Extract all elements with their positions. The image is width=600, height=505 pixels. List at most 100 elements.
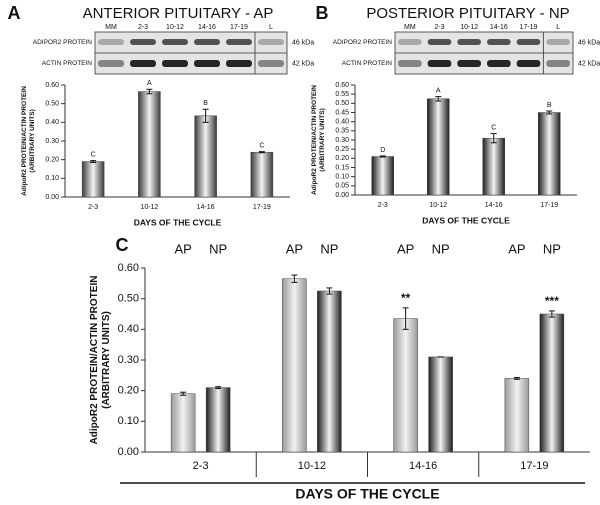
blot-row-label: ADIPOR2 PROTEIN (333, 39, 393, 46)
blot-size-label: 42 kDa (578, 60, 600, 67)
error-bar (180, 391, 187, 396)
x-tick-label: 14-16 (409, 460, 437, 472)
blot-band (457, 39, 481, 45)
panel-title: ANTERIOR PITUITARY - AP (83, 5, 274, 22)
bar (538, 112, 561, 196)
blot-band (194, 39, 220, 45)
blot-band (226, 60, 252, 67)
blot-band (398, 60, 422, 67)
blot-band (258, 60, 284, 67)
value-annotation: A (436, 87, 441, 94)
blot-lane-label: 10-12 (166, 24, 184, 31)
bar (317, 290, 342, 453)
y-axis-label-line: (ARBITRARY UNITS) (29, 109, 36, 173)
y-tick-label: 0.00 (45, 194, 59, 201)
legend-label: AP (174, 241, 191, 256)
blot-lane-label: 2-3 (434, 24, 444, 31)
y-tick-label: 0.30 (335, 137, 349, 144)
bar (393, 318, 418, 453)
legend-label: AP (286, 241, 303, 256)
value-annotation: ** (401, 291, 411, 305)
blot-size-label: 46 kDa (292, 39, 314, 46)
blot-band (457, 60, 481, 67)
y-axis-label: AdipoR2 PROTEIN/ACTIN PROTEIN(ARBITRARY … (89, 276, 112, 445)
panel-letter: B (316, 3, 329, 23)
blot-lane-label: 17-19 (230, 24, 248, 31)
x-tick-label: 10-12 (140, 204, 158, 211)
bar (428, 356, 453, 453)
error-bar (435, 96, 442, 102)
x-tick-label: 17-19 (540, 202, 558, 209)
blot-band (162, 60, 188, 67)
bar (138, 91, 161, 198)
x-tick-label: 17-19 (253, 204, 271, 211)
blot-row-label: ADIPOR2 PROTEIN (33, 39, 93, 46)
value-annotation: A (147, 80, 152, 87)
y-tick-label: 0.35 (335, 128, 349, 135)
bar (504, 378, 530, 453)
y-tick-label: 0.00 (335, 192, 349, 199)
bar (170, 393, 196, 453)
blot-band (516, 39, 541, 45)
legend-label: NP (543, 241, 561, 256)
error-bar (326, 287, 333, 295)
y-tick-label: 0.60 (118, 262, 139, 274)
value-annotation: C (91, 151, 96, 158)
blot-lane-label: MM (105, 24, 117, 31)
blot-band (487, 60, 511, 67)
bar (250, 151, 274, 198)
y-tick-label: 0.10 (45, 175, 59, 182)
y-axis-label-line: AdipoR2 PROTEIN/ACTIN PROTEIN (89, 276, 100, 445)
blot-size-label: 42 kDa (292, 60, 314, 67)
blot-band (194, 60, 220, 67)
value-annotation: *** (545, 294, 559, 308)
blot-band (226, 39, 252, 45)
blot-band (98, 39, 124, 45)
bar (194, 115, 217, 198)
blot-row-label: ACTIN PROTEIN (342, 60, 393, 67)
y-axis-label-line: AdipoR2 PROTEIN/ACTIN PROTEIN (21, 86, 28, 196)
y-axis-label-line: (ARBITRARY UNITS) (319, 108, 326, 172)
y-tick-label: 0.50 (335, 100, 349, 107)
value-annotation: B (203, 100, 208, 107)
legend-label: NP (432, 241, 450, 256)
y-tick-label: 0.05 (335, 183, 349, 190)
blot-band (130, 60, 156, 67)
blot-lane-label: L (269, 24, 273, 31)
panel-letter: A (8, 3, 21, 23)
blot-row-label: ACTIN PROTEIN (42, 60, 93, 67)
blot-lane-label: MM (404, 24, 416, 31)
blot-band (546, 39, 570, 45)
y-tick-label: 0.30 (118, 354, 139, 366)
y-tick-label: 0.60 (45, 82, 59, 89)
x-axis-label: DAYS OF THE CYCLE (295, 486, 439, 502)
y-tick-label: 0.20 (118, 385, 139, 397)
y-tick-label: 0.40 (45, 119, 59, 126)
bar (371, 156, 394, 196)
y-tick-label: 0.40 (118, 323, 139, 335)
value-annotation: D (380, 147, 385, 154)
blot-lane-label: 14-16 (490, 24, 508, 31)
error-bar (291, 274, 298, 283)
legend-label: NP (209, 241, 227, 256)
x-axis-label: DAYS OF THE CYCLE (134, 217, 222, 227)
y-axis-label-line: (ARBITRARY UNITS) (101, 311, 112, 409)
bar (539, 313, 565, 453)
blot-lane-label: 17-19 (520, 24, 538, 31)
error-bar (215, 386, 222, 390)
blot-lane-label: 10-12 (460, 24, 478, 31)
error-bar (548, 310, 555, 318)
x-axis-label: DAYS OF THE CYCLE (422, 215, 510, 225)
value-annotation: C (259, 142, 264, 149)
error-bar (379, 155, 386, 158)
legend-label: AP (508, 241, 525, 256)
blot-band (546, 60, 570, 67)
bar (282, 278, 307, 453)
x-tick-label: 2-3 (193, 460, 209, 472)
y-axis-label: AdipoR2 PROTEIN/ACTIN PROTEIN(ARBITRARY … (21, 86, 36, 196)
y-tick-label: 0.20 (335, 155, 349, 162)
blot-size-label: 46 kDa (578, 39, 600, 46)
y-tick-label: 0.20 (45, 157, 59, 164)
y-tick-label: 0.00 (118, 446, 139, 458)
